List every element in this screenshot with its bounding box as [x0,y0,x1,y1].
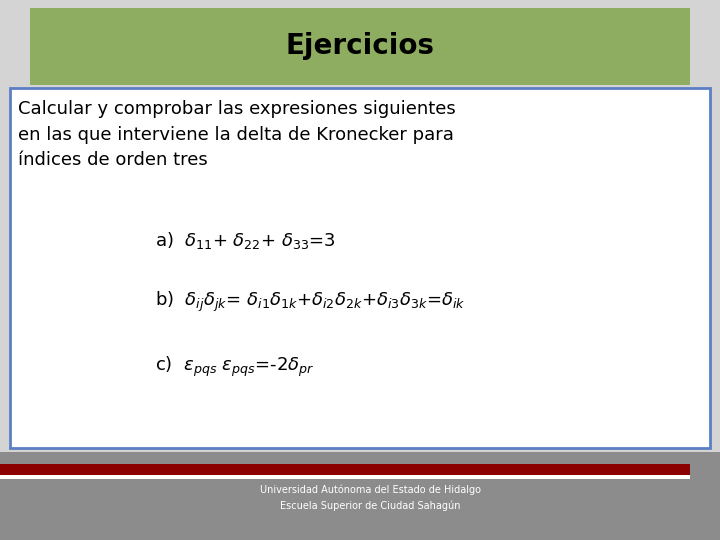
Text: Ejercicios: Ejercicios [286,32,434,60]
Bar [30,8,690,85]
Bar [0,475,690,479]
Text: c)  $\varepsilon_{pqs}$ $\varepsilon_{pqs}$=-2$\delta_{pr}$: c) $\varepsilon_{pqs}$ $\varepsilon_{pqs… [155,355,315,379]
Bar [0,464,690,475]
Text: Universidad Autónoma del Estado de Hidalgo: Universidad Autónoma del Estado de Hidal… [259,485,480,495]
Text: Escuela Superior de Ciudad Sahagún: Escuela Superior de Ciudad Sahagún [280,501,460,511]
Bar [0,452,720,540]
Text: Calcular y comprobar las expresiones siguientes
en las que interviene la delta d: Calcular y comprobar las expresiones sig… [18,100,456,170]
Text: b)  $\delta_{ij}\delta_{jk}$= $\delta_{i1}\delta_{1k}$+$\delta_{i2}\delta_{2k}$+: b) $\delta_{ij}\delta_{jk}$= $\delta_{i1… [155,290,466,314]
Bar [10,88,710,448]
Text: a)  $\delta_{11}$+ $\delta_{22}$+ $\delta_{33}$=3: a) $\delta_{11}$+ $\delta_{22}$+ $\delta… [155,230,336,251]
